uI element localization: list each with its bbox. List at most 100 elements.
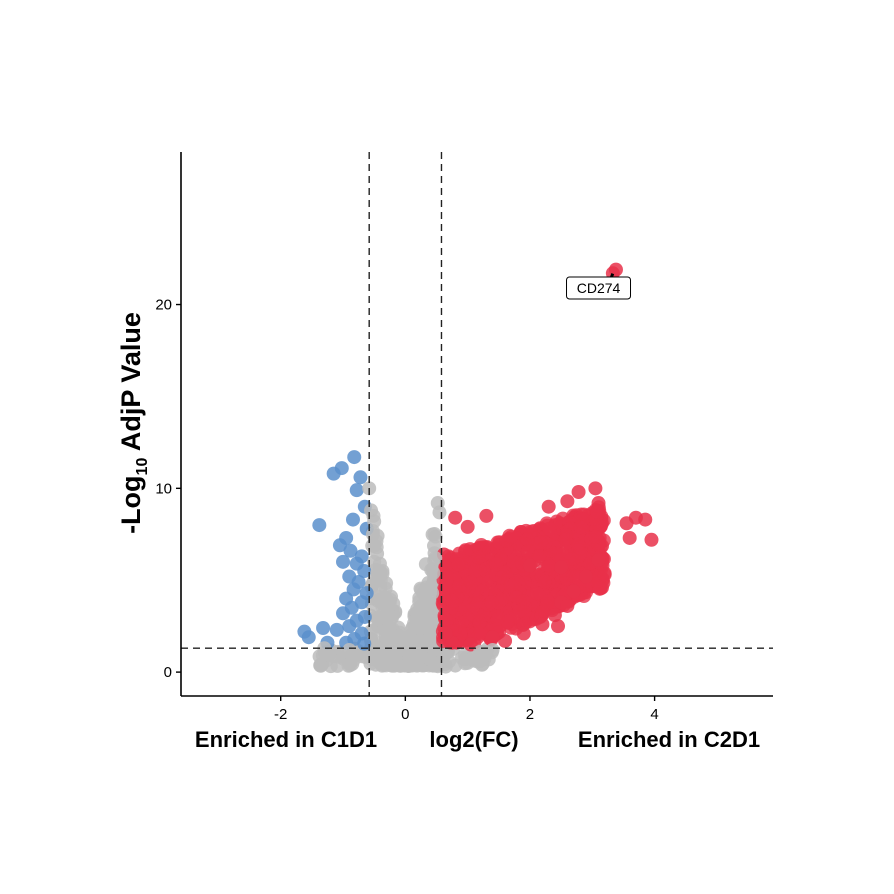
y-tick-label: 0 — [164, 664, 172, 681]
callout-box — [566, 276, 632, 300]
point-down — [345, 512, 360, 527]
point-up — [484, 595, 499, 610]
point-up — [451, 557, 466, 572]
point-down — [342, 619, 357, 634]
point-ns — [425, 527, 440, 542]
point-ns — [367, 643, 382, 658]
point-up — [489, 557, 504, 572]
point-down — [357, 564, 372, 579]
point-ns — [426, 565, 441, 580]
point-up — [440, 613, 455, 628]
point-up — [566, 584, 581, 599]
point-up — [619, 516, 634, 531]
point-up — [535, 617, 550, 632]
point-up — [537, 574, 552, 589]
point-up — [523, 524, 538, 539]
left-caption: Enriched in C1D1 — [195, 727, 377, 752]
point-ns — [425, 586, 440, 601]
point-ns — [376, 654, 391, 669]
point-up — [520, 544, 535, 559]
point-ns — [430, 496, 445, 511]
point-down — [353, 470, 368, 485]
point-up — [438, 581, 453, 596]
point-up — [571, 537, 586, 552]
point-ns — [364, 503, 379, 518]
point-ns — [330, 658, 345, 673]
point-down — [347, 450, 362, 465]
point-up — [512, 603, 527, 618]
y-tick-label: 20 — [155, 297, 172, 314]
point-up — [472, 615, 487, 630]
point-up — [471, 550, 486, 565]
point-up — [560, 598, 575, 613]
point-up — [638, 512, 653, 527]
point-down — [301, 630, 316, 645]
x-tick-label: -2 — [274, 706, 287, 723]
point-up — [541, 499, 556, 514]
gene-callout: CD274 — [566, 273, 632, 300]
point-ns — [382, 621, 397, 635]
x-tick-label: 2 — [526, 706, 534, 723]
point-ns — [423, 652, 438, 667]
point-ns — [384, 632, 399, 647]
point-ns — [342, 643, 357, 658]
point-up — [569, 569, 584, 584]
point-ns — [427, 538, 441, 553]
point-down — [312, 518, 327, 533]
point-down — [316, 621, 331, 635]
point-up — [468, 563, 483, 578]
point-up — [522, 558, 537, 573]
point-up — [448, 510, 463, 525]
point-up — [573, 520, 588, 535]
point-up — [460, 519, 475, 534]
point-up — [588, 530, 603, 545]
point-up — [540, 594, 555, 609]
threshold-lines — [181, 152, 773, 696]
point-ns — [392, 643, 407, 658]
point-ns — [485, 643, 500, 658]
point-up — [535, 605, 550, 620]
axes: -2 0 2 4 0 10 20 — [155, 152, 773, 723]
point-down — [357, 636, 372, 651]
point-ns — [379, 609, 394, 624]
point-up — [551, 619, 566, 634]
point-ns — [370, 565, 385, 580]
point-up — [530, 586, 545, 601]
point-up — [564, 551, 579, 566]
point-up — [644, 532, 659, 547]
point-up — [499, 533, 514, 548]
point-up — [498, 633, 513, 648]
point-down — [332, 538, 347, 553]
y-axis-title-subscript: 10 — [134, 458, 151, 476]
point-ns — [376, 595, 391, 610]
point-down — [349, 483, 364, 498]
point-up — [622, 530, 637, 545]
y-axis-title-main: -Log — [116, 475, 146, 533]
point-ns — [473, 644, 488, 659]
point-up — [479, 508, 494, 523]
point-down — [329, 622, 344, 637]
point-ns — [413, 633, 428, 648]
point-up — [445, 595, 460, 610]
point-up — [464, 575, 479, 590]
point-up — [554, 560, 569, 575]
point-up — [542, 521, 557, 536]
point-ns — [454, 650, 469, 665]
point-ns — [317, 641, 332, 656]
point-ns — [420, 598, 435, 613]
point-ns — [418, 611, 433, 626]
point-up — [531, 549, 546, 564]
point-up — [507, 576, 522, 591]
point-up — [591, 553, 606, 567]
point-down — [336, 554, 351, 569]
point-up — [588, 481, 603, 496]
point-ns — [369, 540, 384, 555]
point-up — [533, 535, 548, 550]
right-caption: Enriched in C2D1 — [578, 727, 760, 752]
point-up — [439, 570, 454, 585]
point-up — [542, 559, 557, 574]
point-up — [438, 626, 453, 641]
point-up — [591, 496, 606, 511]
data-points — [297, 262, 659, 674]
